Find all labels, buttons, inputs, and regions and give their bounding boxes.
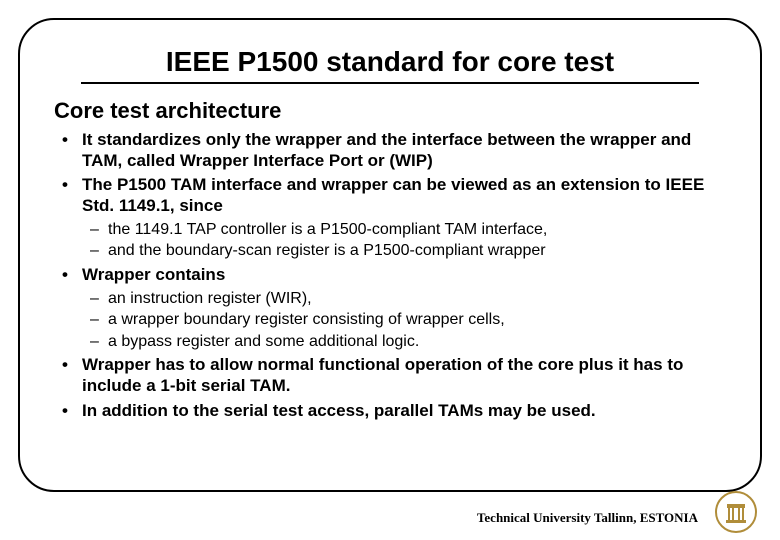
slide-subtitle: Core test architecture xyxy=(54,98,726,124)
sub-bullet-item: a bypass register and some additional lo… xyxy=(82,332,726,352)
bullet-list: It standardizes only the wrapper and the… xyxy=(54,130,726,421)
bullet-item: In addition to the serial test access, p… xyxy=(54,401,726,422)
bullet-text: Wrapper contains xyxy=(82,265,225,284)
bullet-text: The P1500 TAM interface and wrapper can … xyxy=(82,175,704,215)
bullet-item: Wrapper has to allow normal functional o… xyxy=(54,355,726,396)
slide-frame: IEEE P1500 standard for core test Core t… xyxy=(18,18,762,492)
sub-bullet-item: an instruction register (WIR), xyxy=(82,289,726,309)
university-crest-icon xyxy=(714,490,758,534)
slide-title: IEEE P1500 standard for core test xyxy=(54,46,726,78)
bullet-text: Wrapper has to allow normal functional o… xyxy=(82,355,683,395)
sub-bullet-list: the 1149.1 TAP controller is a P1500-com… xyxy=(82,220,726,261)
bullet-item: It standardizes only the wrapper and the… xyxy=(54,130,726,171)
sub-bullet-item: and the boundary-scan register is a P150… xyxy=(82,241,726,261)
footer-affiliation: Technical University Tallinn, ESTONIA xyxy=(477,510,698,526)
bullet-text: It standardizes only the wrapper and the… xyxy=(82,130,691,170)
sub-bullet-item: the 1149.1 TAP controller is a P1500-com… xyxy=(82,220,726,240)
bullet-text: In addition to the serial test access, p… xyxy=(82,401,596,420)
sub-bullet-list: an instruction register (WIR), a wrapper… xyxy=(82,289,726,352)
bullet-item: The P1500 TAM interface and wrapper can … xyxy=(54,175,726,261)
title-underline xyxy=(81,82,699,84)
sub-bullet-item: a wrapper boundary register consisting o… xyxy=(82,310,726,330)
bullet-item: Wrapper contains an instruction register… xyxy=(54,265,726,351)
